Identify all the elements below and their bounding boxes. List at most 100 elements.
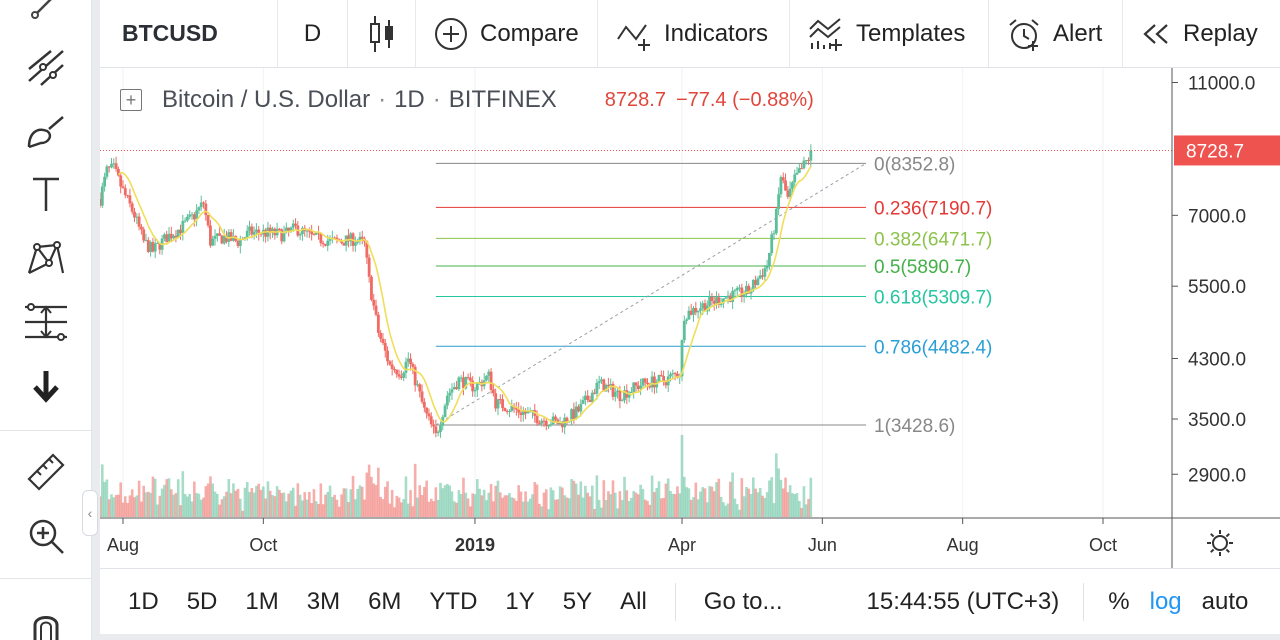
chart-style-button[interactable] [348,0,416,67]
volume-bar [130,489,134,517]
alert-button[interactable]: Alert [989,0,1123,67]
candle-body [248,226,251,231]
volume-bar [660,498,663,517]
volume-bar [167,478,171,517]
range-all[interactable]: All [620,587,647,615]
collapse-toolbar-button[interactable]: ‹ [82,490,98,536]
volume-bar [699,491,702,517]
volume-bar [687,488,691,517]
volume-bar [149,492,152,517]
volume-bar [482,489,486,517]
volume-bar [436,499,440,517]
volume-bar [245,481,249,517]
candle-body [429,416,433,425]
candle-body [287,227,291,231]
goto-date-button[interactable]: Go to... [703,587,783,615]
volume-bar [809,477,813,517]
range-1m[interactable]: 1M [245,587,279,615]
volume-bar [607,491,610,517]
candle-body [425,407,429,414]
volume-bar [337,506,341,517]
candle-body [144,240,148,242]
candle-body [795,172,799,175]
candle-body [305,230,309,232]
chart-settings-icon[interactable] [1207,530,1233,556]
replay-button[interactable]: Replay [1123,0,1280,67]
range-6m[interactable]: 6M [368,587,402,615]
magnet-icon[interactable] [14,596,78,640]
chart-area[interactable]: 0(8352.8) 0.236(7190.7) 0.382(6471.7) 0.5(5… [100,68,1280,568]
interval-button[interactable]: D [278,0,348,67]
volume-bar [706,502,709,517]
volume-bar [264,498,267,517]
candle-body [682,320,686,341]
range-5d[interactable]: 5D [186,587,218,615]
range-3m[interactable]: 3M [306,587,341,615]
candle-body [243,237,247,240]
volume-bar [358,485,362,517]
drawing-toolbar: ‹ [0,0,98,640]
candle-body [604,384,608,392]
range-1d[interactable]: 1D [128,587,159,615]
range-1y[interactable]: 1Y [505,587,535,615]
volume-bar [738,509,741,517]
candle-body [462,377,465,389]
clock-timezone[interactable]: 15:44:55 (UTC+3) [866,587,1060,615]
volume-bar [556,499,560,517]
volume-bar [268,490,272,517]
percent-scale-toggle[interactable]: % [1108,587,1130,615]
candle-body [213,235,217,239]
volume-bar [689,499,693,517]
templates-button[interactable]: Templates [790,0,989,67]
candle-body [643,378,647,383]
candle-body [167,233,171,243]
volume-bar [248,491,251,517]
price-chart[interactable]: 0(8352.8) 0.236(7190.7) 0.382(6471.7) 0.5(5… [100,68,1280,568]
candle-body [406,358,410,362]
range-5y[interactable]: 5Y [562,587,593,615]
volume-bar [602,480,606,517]
indicators-button[interactable]: Indicators [598,0,790,67]
cursor-icon[interactable] [14,0,78,26]
candle-body [623,390,626,401]
volume-bar [377,467,380,517]
candle-body [625,390,629,398]
volume-bar [275,486,279,517]
auto-scale-toggle[interactable]: auto [1201,587,1249,615]
volume-bar [726,503,730,517]
compare-button[interactable]: Compare [416,0,598,67]
trend-line-icon[interactable] [14,40,78,96]
log-scale-toggle[interactable]: log [1149,587,1182,615]
volume-bar [800,507,803,517]
bottom-toolbar: 1D 5D 1M 3M 6M YTD 1Y 5Y All Go to... 15… [100,568,1280,634]
candle-body [501,399,504,409]
pattern-icon[interactable] [14,228,78,284]
candle-body [708,296,712,306]
volume-bar [335,499,339,517]
text-icon[interactable] [14,166,78,222]
volume-bar [793,494,797,517]
volume-bar [466,498,470,517]
volume-bar [397,497,401,517]
candle-body [439,425,442,433]
zoom-in-icon[interactable] [14,508,78,564]
range-ytd[interactable]: YTD [429,587,478,615]
volume-bar [317,503,320,517]
legend-expand-icon[interactable]: + [120,89,142,111]
volume-bar [406,503,410,517]
candle-body [280,229,284,242]
more-arrow-icon[interactable] [14,358,78,414]
volume-bar [289,490,293,517]
candle-body [103,176,107,187]
brush-icon[interactable] [14,104,78,160]
candle-body [613,392,617,397]
symbol-search-button[interactable]: BTCUSD [100,0,278,67]
volume-bar [367,464,371,517]
fib-retracement-icon[interactable] [14,294,78,350]
candle-body [409,358,412,365]
candle-body [436,432,440,434]
volume-bar [393,507,396,517]
volume-bar [213,491,217,517]
candle-body [537,423,541,425]
ruler-icon[interactable] [14,444,78,500]
